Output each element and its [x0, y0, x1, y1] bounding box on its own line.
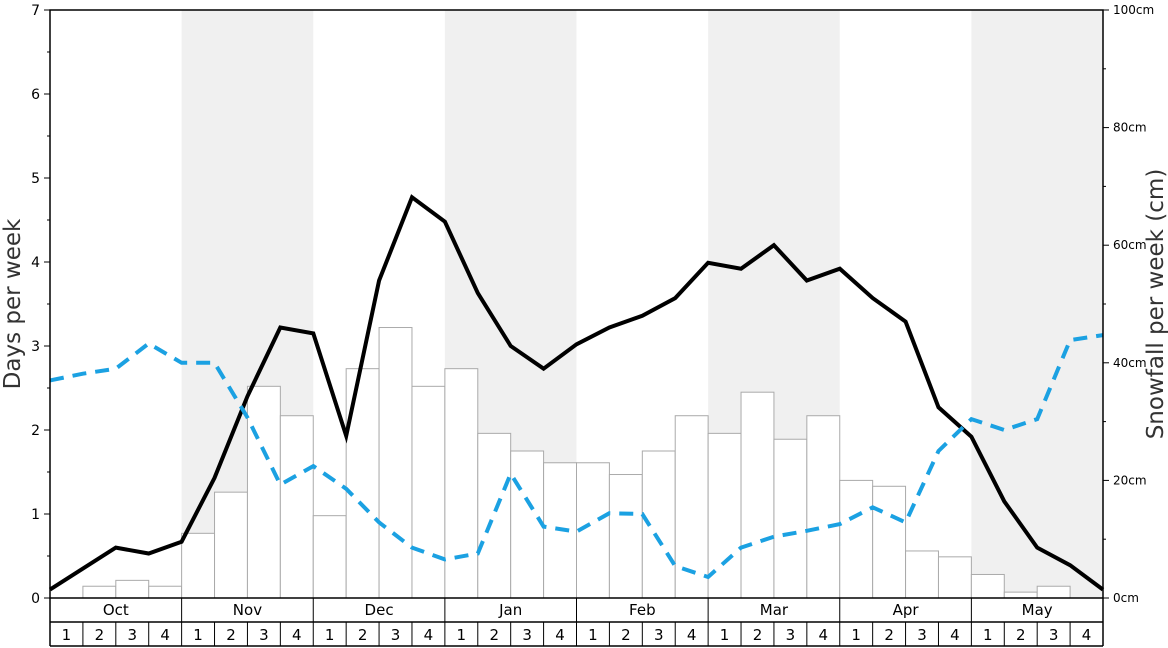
- week-label: 3: [654, 626, 664, 644]
- x-axis-group: Oct 1 2 3 4 Nov 1 2 3 4 Dec 1 2 3 4 Jan 1 2 3 4 Feb 1 2 3 4 Mar 1 2…: [49, 598, 1104, 647]
- snowfall-bar: [214, 491, 248, 599]
- month-label-may: May: [1022, 601, 1053, 619]
- month-label-nov: Nov: [233, 601, 262, 619]
- week-label: 4: [687, 626, 697, 644]
- week-label: 2: [884, 626, 894, 644]
- lines-group: [48, 194, 1105, 592]
- snowfall-bar: [773, 438, 808, 599]
- right-tick-label: 60cm: [1113, 238, 1147, 252]
- week-label: 1: [325, 626, 335, 644]
- snowfall-bar: [740, 391, 775, 599]
- solid-line-series: [48, 194, 1105, 592]
- month-label-dec: Dec: [365, 601, 394, 619]
- snowfall-bar: [312, 515, 347, 599]
- week-label: 4: [160, 626, 170, 644]
- week-label: 1: [193, 626, 203, 644]
- snowfall-bar: [839, 479, 874, 599]
- week-label: 2: [1016, 626, 1026, 644]
- snowfall-bar: [608, 474, 643, 599]
- week-label: 4: [424, 626, 434, 644]
- week-label: 2: [753, 626, 763, 644]
- snowfall-bar: [510, 450, 545, 599]
- week-label: 4: [1082, 626, 1092, 644]
- week-label: 3: [259, 626, 269, 644]
- week-label: 1: [720, 626, 730, 644]
- snowfall-bar: [905, 550, 939, 599]
- week-label: 4: [819, 626, 829, 644]
- week-label: 3: [127, 626, 137, 644]
- snowfall-bar: [82, 585, 117, 599]
- left-tick-label: 5: [31, 171, 40, 187]
- left-tick-label: 4: [31, 255, 40, 271]
- right-tick-label: 40cm: [1113, 356, 1147, 370]
- snowfall-bar: [181, 532, 216, 599]
- week-label: 3: [1049, 626, 1059, 644]
- snowfall-bar: [970, 573, 1005, 599]
- week-label: 2: [621, 626, 631, 644]
- month-label-mar: Mar: [760, 601, 789, 619]
- snowfall-bar: [806, 415, 841, 599]
- week-label: 3: [786, 626, 796, 644]
- snowfall-bar: [378, 327, 413, 599]
- week-label: 3: [391, 626, 401, 644]
- left-tick-label: 0: [31, 591, 40, 607]
- month-label-jan: Jan: [498, 601, 522, 619]
- left-tick-label: 7: [31, 3, 40, 19]
- snowfall-bar: [279, 415, 314, 599]
- right-axis-group: 0cm 20cm 40cm 60cm 80cm 100cm: [1103, 3, 1154, 605]
- snowfall-bar: [937, 556, 972, 599]
- week-label: 2: [226, 626, 236, 644]
- left-axis-title: Days per week: [0, 218, 26, 389]
- snowfall-bar: [345, 368, 380, 599]
- snowfall-bar: [148, 585, 183, 599]
- left-tick-label: 6: [31, 87, 40, 103]
- right-tick-label: 100cm: [1113, 3, 1154, 17]
- month-shade-may: [971, 10, 1103, 598]
- snowfall-bar: [115, 579, 150, 599]
- week-label: 1: [983, 626, 993, 644]
- right-tick-label: 20cm: [1113, 473, 1147, 487]
- snowfall-bar: [477, 432, 512, 599]
- week-label: 4: [292, 626, 302, 644]
- week-label: 4: [950, 626, 960, 644]
- week-label: 2: [358, 626, 368, 644]
- month-shading-group: [181, 10, 1103, 598]
- left-tick-label: 2: [31, 423, 40, 439]
- week-label: 4: [555, 626, 565, 644]
- left-axis-group: 0 1 2 3 4 5 6 7: [31, 3, 50, 607]
- left-tick-label: 3: [31, 339, 40, 355]
- month-label-oct: Oct: [103, 601, 129, 619]
- week-label: 1: [457, 626, 467, 644]
- snowfall-bar: [444, 368, 479, 599]
- snowfall-bar: [1003, 591, 1038, 599]
- left-tick-label: 1: [31, 507, 40, 523]
- snowfall-bar: [872, 485, 907, 599]
- week-label: 1: [588, 626, 598, 644]
- week-label: 2: [489, 626, 499, 644]
- snowfall-bars-group: [82, 327, 1071, 599]
- month-label-feb: Feb: [629, 601, 656, 619]
- week-label: 1: [851, 626, 861, 644]
- right-tick-label: 0cm: [1113, 591, 1139, 605]
- snowfall-bar: [246, 385, 281, 599]
- right-axis-title: Snowfall per week (cm): [1143, 169, 1168, 440]
- right-tick-label: 80cm: [1113, 121, 1147, 135]
- week-label: 2: [95, 626, 105, 644]
- week-label: 3: [522, 626, 532, 644]
- snowfall-bar: [1036, 585, 1071, 599]
- week-label: 1: [62, 626, 72, 644]
- month-label-apr: Apr: [893, 601, 920, 619]
- snowfall-bar: [411, 385, 446, 599]
- week-label: 3: [917, 626, 927, 644]
